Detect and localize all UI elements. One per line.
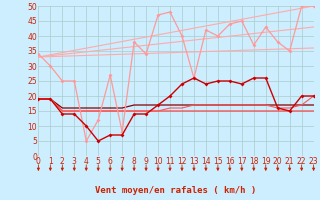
X-axis label: Vent moyen/en rafales ( km/h ): Vent moyen/en rafales ( km/h ) <box>95 186 257 195</box>
